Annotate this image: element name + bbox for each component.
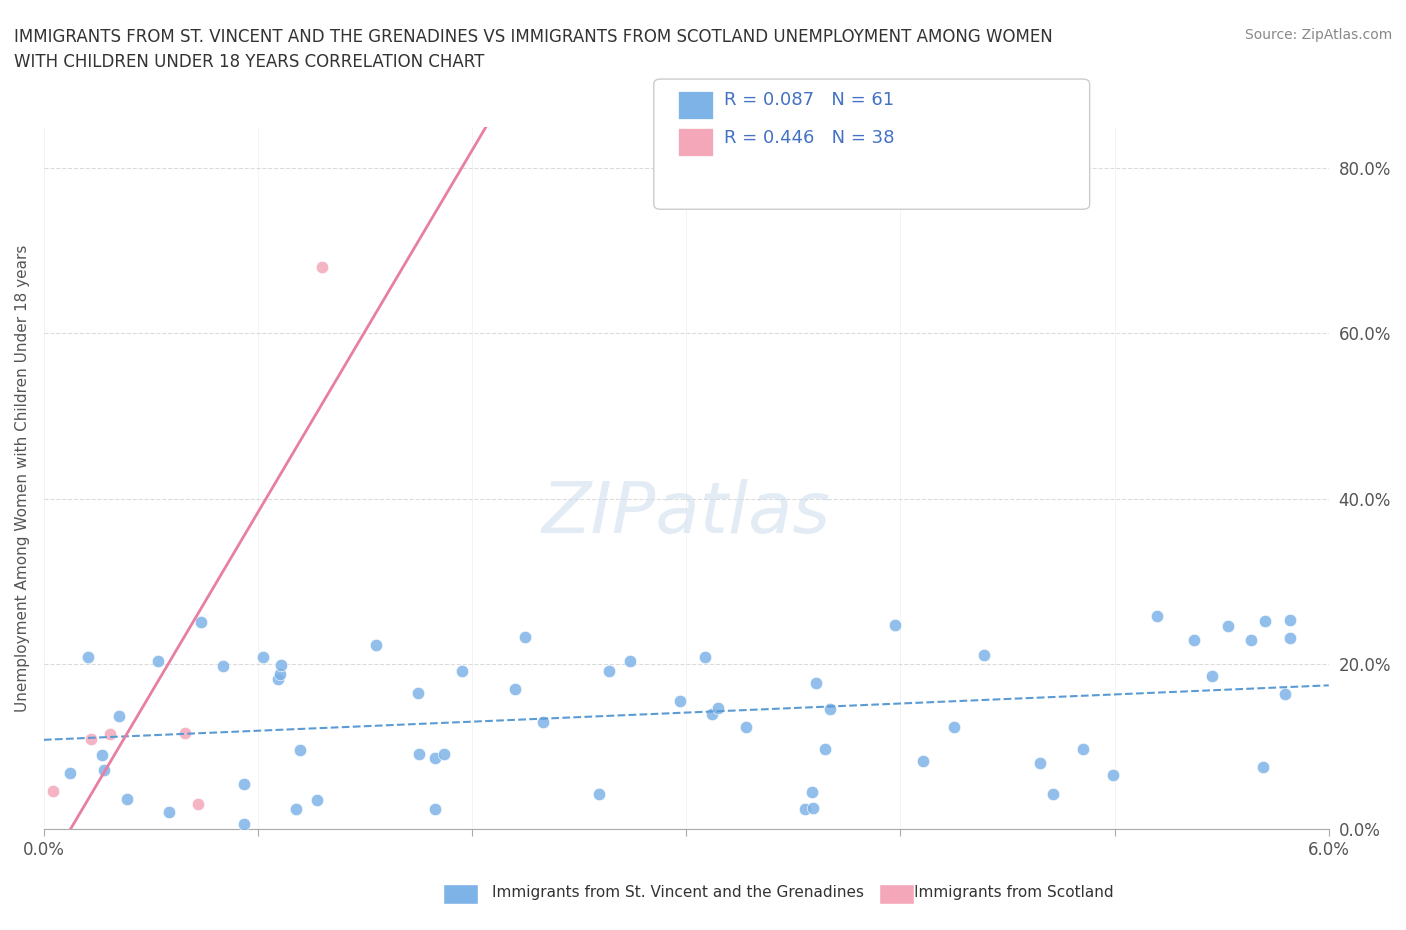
Text: Immigrants from St. Vincent and the Grenadines: Immigrants from St. Vincent and the Gren… xyxy=(492,885,865,900)
Point xyxy=(290,743,312,758)
Point xyxy=(794,802,817,817)
Point xyxy=(1240,632,1263,647)
Point xyxy=(588,787,610,802)
Text: IMMIGRANTS FROM ST. VINCENT AND THE GRENADINES VS IMMIGRANTS FROM SCOTLAND UNEMP: IMMIGRANTS FROM ST. VINCENT AND THE GREN… xyxy=(14,28,1053,71)
Point xyxy=(884,618,907,632)
Point xyxy=(80,731,103,746)
Point xyxy=(270,658,292,672)
Point xyxy=(1102,768,1125,783)
Point xyxy=(801,785,824,800)
Point xyxy=(212,658,235,673)
Point xyxy=(451,663,474,678)
Point xyxy=(619,654,641,669)
Point xyxy=(233,817,256,831)
Y-axis label: Unemployment Among Women with Children Under 18 years: Unemployment Among Women with Children U… xyxy=(15,245,30,711)
Point xyxy=(1029,755,1052,770)
Point xyxy=(1274,686,1296,701)
Point xyxy=(93,763,115,777)
Point xyxy=(531,714,554,729)
Point xyxy=(1254,614,1277,629)
Text: ZIPatlas: ZIPatlas xyxy=(541,479,831,548)
Point xyxy=(503,681,526,696)
Point xyxy=(266,671,288,686)
Point xyxy=(59,765,82,780)
Point xyxy=(1146,608,1168,623)
Point xyxy=(157,804,180,819)
Text: Source: ZipAtlas.com: Source: ZipAtlas.com xyxy=(1244,28,1392,42)
Point xyxy=(513,630,536,644)
Point xyxy=(1218,619,1240,634)
Point xyxy=(269,667,291,682)
Point xyxy=(146,654,169,669)
Point xyxy=(1251,760,1274,775)
Point xyxy=(284,802,307,817)
Point xyxy=(190,615,212,630)
Point xyxy=(174,725,197,740)
Point xyxy=(1042,787,1064,802)
Point xyxy=(700,707,723,722)
Point xyxy=(669,694,692,709)
Point xyxy=(423,802,446,817)
Point xyxy=(425,751,447,765)
Point xyxy=(1279,613,1302,628)
Point xyxy=(252,649,274,664)
Point xyxy=(305,792,328,807)
Point xyxy=(366,637,388,652)
Point xyxy=(806,675,828,690)
Point xyxy=(942,720,965,735)
Point xyxy=(818,701,841,716)
Point xyxy=(187,796,209,811)
Text: R = 0.446   N = 38: R = 0.446 N = 38 xyxy=(724,128,894,147)
Point xyxy=(801,801,824,816)
Point xyxy=(912,753,935,768)
Point xyxy=(707,701,730,716)
Point xyxy=(1071,742,1094,757)
Point xyxy=(233,777,256,791)
Point xyxy=(598,664,620,679)
Point xyxy=(107,709,129,724)
Point xyxy=(1201,669,1223,684)
Point xyxy=(1278,631,1301,645)
Point xyxy=(408,746,430,761)
Point xyxy=(433,747,456,762)
Point xyxy=(77,650,100,665)
Point xyxy=(42,784,65,799)
Point xyxy=(735,720,758,735)
Point xyxy=(1182,632,1205,647)
Point xyxy=(117,791,139,806)
Point xyxy=(693,650,716,665)
Point xyxy=(813,742,835,757)
Point xyxy=(406,686,429,701)
Text: Immigrants from Scotland: Immigrants from Scotland xyxy=(914,885,1114,900)
Point xyxy=(98,726,121,741)
Point xyxy=(311,259,333,274)
Point xyxy=(91,747,114,762)
Point xyxy=(973,647,995,662)
Text: R = 0.087   N = 61: R = 0.087 N = 61 xyxy=(724,91,894,110)
